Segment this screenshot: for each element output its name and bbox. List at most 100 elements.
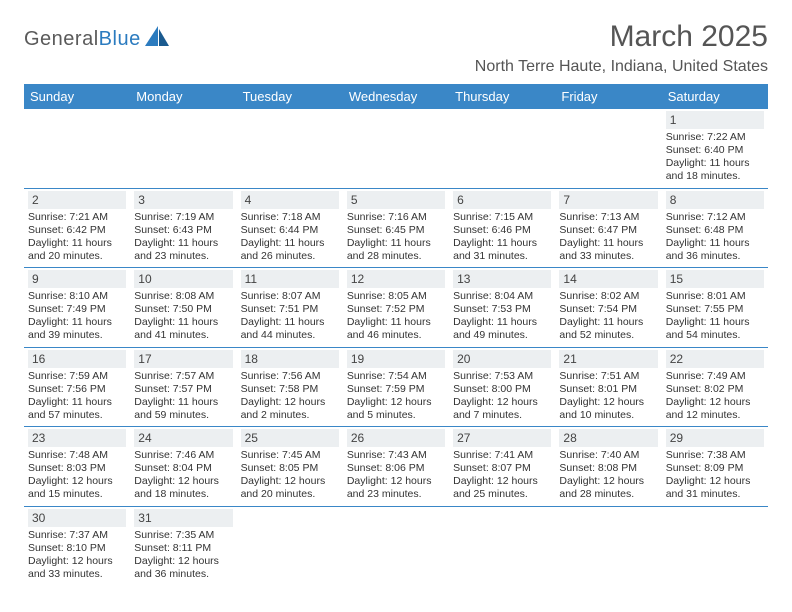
day-cell: 22Sunrise: 7:49 AMSunset: 8:02 PMDayligh…	[662, 348, 768, 427]
day-number: 31	[134, 509, 232, 527]
calendar-cell: 9Sunrise: 8:10 AMSunset: 7:49 PMDaylight…	[24, 268, 130, 348]
calendar-cell: 2Sunrise: 7:21 AMSunset: 6:42 PMDaylight…	[24, 188, 130, 268]
calendar-cell-empty	[343, 109, 449, 188]
day-info: Sunrise: 7:21 AMSunset: 6:42 PMDaylight:…	[28, 211, 126, 264]
day-cell: 21 Sunrise: 7:51 AMSunset: 8:01 PMDayligh…	[555, 348, 661, 427]
day-info: Sunrise: 7:37 AMSunset: 8:10 PMDaylight:…	[28, 529, 126, 582]
calendar-cell: 26Sunrise: 7:43 AMSunset: 8:06 PMDayligh…	[343, 427, 449, 507]
day-info: Sunrise: 8:05 AMSunset: 7:52 PMDaylight:…	[347, 290, 445, 343]
day-info: Sunrise: 7:53 AMSunset: 8:00 PMDaylight:…	[453, 370, 551, 423]
calendar-cell-empty	[130, 109, 236, 188]
calendar-cell: 11Sunrise: 8:07 AMSunset: 7:51 PMDayligh…	[237, 268, 343, 348]
calendar-cell-empty	[237, 109, 343, 188]
title-block: March 2025 North Terre Haute, Indiana, U…	[475, 20, 768, 76]
calendar-cell: 3 Sunrise: 7:19 AMSunset: 6:43 PMDaylight…	[130, 188, 236, 268]
calendar-cell: 30 Sunrise: 7:37 AMSunset: 8:10 PMDayligh…	[24, 506, 130, 585]
day-number: 18	[241, 350, 339, 368]
day-info: Sunrise: 7:19 AMSunset: 6:43 PMDaylight:…	[134, 211, 232, 264]
day-number: 20	[453, 350, 551, 368]
day-number: 22	[666, 350, 764, 368]
day-info: Sunrise: 7:45 AMSunset: 8:05 PMDaylight:…	[241, 449, 339, 502]
day-number: 7	[559, 191, 657, 209]
day-info: Sunrise: 7:15 AMSunset: 6:46 PMDaylight:…	[453, 211, 551, 264]
day-header: Saturday	[662, 84, 768, 109]
day-cell: 4 Sunrise: 7:18 AMSunset: 6:44 PMDaylight…	[237, 189, 343, 268]
day-info: Sunrise: 7:54 AMSunset: 7:59 PMDaylight:…	[347, 370, 445, 423]
day-info: Sunrise: 8:08 AMSunset: 7:50 PMDaylight:…	[134, 290, 232, 343]
calendar-cell-empty	[24, 109, 130, 188]
calendar-cell: 24 Sunrise: 7:46 AMSunset: 8:04 PMDayligh…	[130, 427, 236, 507]
calendar-row: 1Sunrise: 7:22 AMSunset: 6:40 PMDaylight…	[24, 109, 768, 188]
calendar-cell: 16 Sunrise: 7:59 AMSunset: 7:56 PMDayligh…	[24, 347, 130, 427]
day-number: 21	[559, 350, 657, 368]
day-info: Sunrise: 7:35 AMSunset: 8:11 PMDaylight:…	[134, 529, 232, 582]
day-header: Monday	[130, 84, 236, 109]
day-number: 14	[559, 270, 657, 288]
calendar-body: 1Sunrise: 7:22 AMSunset: 6:40 PMDaylight…	[24, 109, 768, 585]
day-info: Sunrise: 7:38 AMSunset: 8:09 PMDaylight:…	[666, 449, 764, 502]
day-cell: 20 Sunrise: 7:53 AMSunset: 8:00 PMDayligh…	[449, 348, 555, 427]
day-number: 12	[347, 270, 445, 288]
day-info: Sunrise: 7:59 AMSunset: 7:56 PMDaylight:…	[28, 370, 126, 423]
calendar-cell: 13Sunrise: 8:04 AMSunset: 7:53 PMDayligh…	[449, 268, 555, 348]
day-info: Sunrise: 7:46 AMSunset: 8:04 PMDaylight:…	[134, 449, 232, 502]
calendar-cell: 18Sunrise: 7:56 AMSunset: 7:58 PMDayligh…	[237, 347, 343, 427]
calendar-cell: 14 Sunrise: 8:02 AMSunset: 7:54 PMDayligh…	[555, 268, 661, 348]
brand-logo: GeneralBlue	[24, 26, 171, 53]
day-info: Sunrise: 7:41 AMSunset: 8:07 PMDaylight:…	[453, 449, 551, 502]
day-number: 16	[28, 350, 126, 368]
day-number: 4	[241, 191, 339, 209]
day-info: Sunrise: 8:04 AMSunset: 7:53 PMDaylight:…	[453, 290, 551, 343]
calendar-cell: 7Sunrise: 7:13 AMSunset: 6:47 PMDaylight…	[555, 188, 661, 268]
day-number: 30	[28, 509, 126, 527]
location-text: North Terre Haute, Indiana, United State…	[475, 58, 768, 76]
day-number: 17	[134, 350, 232, 368]
calendar-row: 30 Sunrise: 7:37 AMSunset: 8:10 PMDayligh…	[24, 506, 768, 585]
day-cell: 29Sunrise: 7:38 AMSunset: 8:09 PMDayligh…	[662, 427, 768, 506]
calendar-cell: 28 Sunrise: 7:40 AMSunset: 8:08 PMDayligh…	[555, 427, 661, 507]
calendar-cell: 1Sunrise: 7:22 AMSunset: 6:40 PMDaylight…	[662, 109, 768, 188]
calendar-cell: 27Sunrise: 7:41 AMSunset: 8:07 PMDayligh…	[449, 427, 555, 507]
day-number: 1	[666, 111, 764, 129]
day-number: 24	[134, 429, 232, 447]
day-number: 25	[241, 429, 339, 447]
day-cell: 11Sunrise: 8:07 AMSunset: 7:51 PMDayligh…	[237, 268, 343, 347]
day-number: 3	[134, 191, 232, 209]
day-info: Sunrise: 8:10 AMSunset: 7:49 PMDaylight:…	[28, 290, 126, 343]
day-cell: 15Sunrise: 8:01 AMSunset: 7:55 PMDayligh…	[662, 268, 768, 347]
day-info: Sunrise: 7:12 AMSunset: 6:48 PMDaylight:…	[666, 211, 764, 264]
calendar-head: SundayMondayTuesdayWednesdayThursdayFrid…	[24, 84, 768, 109]
day-cell: 3 Sunrise: 7:19 AMSunset: 6:43 PMDaylight…	[130, 189, 236, 268]
day-number: 11	[241, 270, 339, 288]
calendar-cell-empty	[555, 109, 661, 188]
day-header-row: SundayMondayTuesdayWednesdayThursdayFrid…	[24, 84, 768, 109]
day-info: Sunrise: 7:57 AMSunset: 7:57 PMDaylight:…	[134, 370, 232, 423]
calendar-cell: 22Sunrise: 7:49 AMSunset: 8:02 PMDayligh…	[662, 347, 768, 427]
day-number: 19	[347, 350, 445, 368]
day-cell: 8Sunrise: 7:12 AMSunset: 6:48 PMDaylight…	[662, 189, 768, 268]
day-cell: 27Sunrise: 7:41 AMSunset: 8:07 PMDayligh…	[449, 427, 555, 506]
day-header: Tuesday	[237, 84, 343, 109]
day-number: 5	[347, 191, 445, 209]
day-info: Sunrise: 7:18 AMSunset: 6:44 PMDaylight:…	[241, 211, 339, 264]
day-cell: 10Sunrise: 8:08 AMSunset: 7:50 PMDayligh…	[130, 268, 236, 347]
day-info: Sunrise: 7:16 AMSunset: 6:45 PMDaylight:…	[347, 211, 445, 264]
calendar-cell: 12 Sunrise: 8:05 AMSunset: 7:52 PMDayligh…	[343, 268, 449, 348]
day-cell: 14 Sunrise: 8:02 AMSunset: 7:54 PMDayligh…	[555, 268, 661, 347]
day-number: 26	[347, 429, 445, 447]
day-info: Sunrise: 7:51 AMSunset: 8:01 PMDaylight:…	[559, 370, 657, 423]
day-cell: 13Sunrise: 8:04 AMSunset: 7:53 PMDayligh…	[449, 268, 555, 347]
day-info: Sunrise: 8:02 AMSunset: 7:54 PMDaylight:…	[559, 290, 657, 343]
day-cell: 7Sunrise: 7:13 AMSunset: 6:47 PMDaylight…	[555, 189, 661, 268]
day-header: Wednesday	[343, 84, 449, 109]
calendar-cell: 20 Sunrise: 7:53 AMSunset: 8:00 PMDayligh…	[449, 347, 555, 427]
calendar-row: 2Sunrise: 7:21 AMSunset: 6:42 PMDaylight…	[24, 188, 768, 268]
day-header: Thursday	[449, 84, 555, 109]
calendar-cell: 29Sunrise: 7:38 AMSunset: 8:09 PMDayligh…	[662, 427, 768, 507]
calendar-cell: 15Sunrise: 8:01 AMSunset: 7:55 PMDayligh…	[662, 268, 768, 348]
day-cell: 6Sunrise: 7:15 AMSunset: 6:46 PMDaylight…	[449, 189, 555, 268]
day-info: Sunrise: 7:40 AMSunset: 8:08 PMDaylight:…	[559, 449, 657, 502]
day-number: 28	[559, 429, 657, 447]
sail-icon	[145, 26, 171, 51]
calendar-row: 16 Sunrise: 7:59 AMSunset: 7:56 PMDayligh…	[24, 347, 768, 427]
